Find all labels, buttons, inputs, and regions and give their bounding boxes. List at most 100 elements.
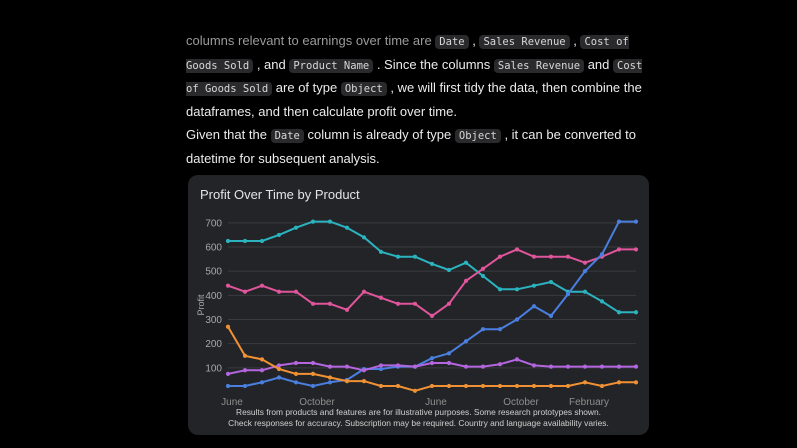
data-point xyxy=(633,219,639,224)
data-point xyxy=(463,278,469,283)
text-run: column is already of type xyxy=(303,127,455,142)
data-point xyxy=(395,254,401,259)
data-point xyxy=(242,383,248,389)
data-point xyxy=(616,380,622,385)
data-point xyxy=(548,313,554,318)
data-point xyxy=(463,260,469,265)
data-point xyxy=(429,356,435,361)
data-point xyxy=(225,283,231,288)
data-point xyxy=(344,364,350,369)
data-point xyxy=(480,383,486,389)
data-point xyxy=(327,380,333,385)
data-point xyxy=(582,289,588,294)
x-tick-label: October xyxy=(503,397,539,408)
data-point xyxy=(616,364,622,369)
data-point xyxy=(429,383,435,389)
chart-card: Profit Over Time by Product 100 200 300 400… xyxy=(188,175,649,435)
data-point xyxy=(514,357,520,362)
data-point xyxy=(293,371,299,376)
data-point xyxy=(310,383,316,389)
data-point xyxy=(463,364,469,369)
data-point xyxy=(514,247,520,252)
data-point xyxy=(293,380,299,385)
data-point xyxy=(412,364,418,369)
data-point xyxy=(548,364,554,369)
response-paragraph-2: Given that the Date column is already of… xyxy=(186,124,656,169)
data-point xyxy=(480,273,486,279)
data-point xyxy=(531,254,537,259)
data-point xyxy=(446,383,452,389)
data-point xyxy=(276,289,282,294)
data-point xyxy=(497,383,503,389)
data-point xyxy=(259,283,265,288)
data-point xyxy=(446,360,452,366)
data-point xyxy=(225,383,231,389)
data-point xyxy=(480,364,486,369)
inline-code: Sales Revenue xyxy=(493,58,585,73)
series-line-2 xyxy=(227,248,636,317)
data-point xyxy=(463,383,469,389)
data-point xyxy=(276,363,282,368)
data-point xyxy=(616,219,622,224)
data-point xyxy=(327,375,333,380)
data-point xyxy=(378,295,384,300)
inline-code: Object xyxy=(340,82,387,96)
data-point xyxy=(565,292,571,297)
data-point xyxy=(225,324,231,329)
data-point xyxy=(429,261,435,267)
data-point xyxy=(514,287,520,292)
text-run: . Since the columns xyxy=(373,56,494,72)
data-point xyxy=(310,219,316,224)
data-point xyxy=(497,362,503,367)
disclaimer-line-2: Check responses for accuracy. Subscripti… xyxy=(228,417,609,428)
data-point xyxy=(599,364,605,369)
data-point xyxy=(412,301,418,306)
x-tick-label: February xyxy=(569,397,609,408)
y-tick-label: 600 xyxy=(205,243,222,254)
data-point xyxy=(344,379,350,384)
data-point xyxy=(259,368,265,373)
data-point xyxy=(633,310,639,315)
text-run: columns relevant to earnings over time a… xyxy=(186,33,436,48)
data-point xyxy=(633,364,639,369)
data-point xyxy=(582,380,588,385)
data-point xyxy=(378,366,384,372)
text-run: , we will first tidy the data, then comb… xyxy=(186,80,642,119)
data-point xyxy=(242,289,248,294)
data-point xyxy=(327,364,333,369)
data-point xyxy=(225,371,231,376)
data-point xyxy=(497,327,503,332)
data-point xyxy=(548,383,554,389)
data-point xyxy=(599,383,605,389)
data-point xyxy=(378,383,384,389)
y-tick-label: 100 xyxy=(205,363,222,374)
data-point xyxy=(310,371,316,376)
text-run: , xyxy=(468,33,480,48)
text-run: , xyxy=(569,33,581,48)
data-point xyxy=(344,225,350,230)
y-tick-label: 500 xyxy=(205,267,222,278)
data-point xyxy=(327,301,333,306)
data-point xyxy=(582,260,588,265)
data-point xyxy=(429,313,435,318)
data-point xyxy=(599,252,605,257)
y-tick-label: 700 xyxy=(205,218,222,229)
data-point xyxy=(378,363,384,368)
inline-code: Product Name xyxy=(289,58,374,73)
data-point xyxy=(633,380,639,385)
data-point xyxy=(395,383,401,389)
y-tick-label: 300 xyxy=(205,315,222,326)
data-point xyxy=(310,360,316,366)
data-point xyxy=(565,254,571,259)
y-tick-label: 200 xyxy=(205,339,222,350)
data-point xyxy=(446,267,452,273)
text-run: are of type xyxy=(272,80,341,95)
data-point xyxy=(633,247,639,252)
text-run: and xyxy=(584,56,613,72)
disclaimer: Results from products and features are f… xyxy=(188,407,649,428)
data-point xyxy=(395,301,401,306)
data-point xyxy=(480,266,486,271)
chart-title: Profit Over Time by Product xyxy=(200,187,360,202)
data-point xyxy=(344,307,350,312)
data-point xyxy=(361,368,367,373)
